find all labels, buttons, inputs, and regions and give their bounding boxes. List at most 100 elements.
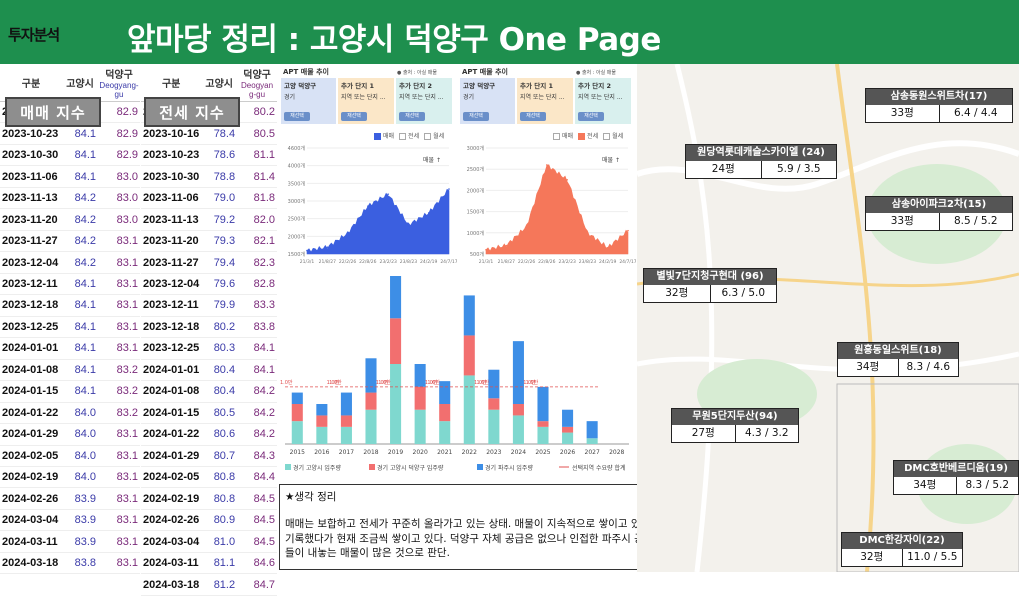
area-map[interactable]: 삼송동원스위트차(17) 33평 6.4 / 4.4 원당역롯데캐슬스카이엘 (24… xyxy=(637,64,1019,572)
table-row: 2023-10-30 78.8 81.4 xyxy=(141,165,277,188)
reselect-button[interactable]: 재선택 xyxy=(520,112,546,121)
index-cell: 83.0 xyxy=(98,187,140,210)
y-tick-label: 3000개 xyxy=(288,198,306,205)
reselect-button[interactable]: 재선택 xyxy=(341,112,367,121)
index-cell: 82.9 xyxy=(98,122,140,145)
date-cell: 2023-12-25 xyxy=(0,316,62,339)
complex-label[interactable]: 별빛7단지청구현대 (96) 32평 6.3 / 5.0 xyxy=(643,268,777,303)
bar-segment xyxy=(463,335,475,376)
y-tick-label: 2000개 xyxy=(288,233,306,240)
region-card[interactable]: 추가 단지 1 지역 또는 단지 ... 재선택 xyxy=(338,78,394,124)
complex-label[interactable]: 삼송동원스위트차(17) 33평 6.4 / 4.4 xyxy=(865,88,1013,123)
x-tick-label: 2019 xyxy=(388,449,403,456)
legend-item[interactable]: 전세 xyxy=(578,131,598,140)
x-tick-label: 2021 xyxy=(437,449,452,456)
index-cell: 83.0 xyxy=(98,208,140,231)
date-cell: 2024-01-22 xyxy=(141,423,202,446)
legend-label: 선택지역 수요량 합계 xyxy=(572,464,626,472)
bar-segment xyxy=(439,381,451,404)
legend-item[interactable]: 전세 xyxy=(399,131,419,140)
table-row: 2024-01-08 84.1 83.2 xyxy=(0,359,140,382)
date-cell: 2024-01-08 xyxy=(0,359,62,382)
region-card[interactable]: 추가 단지 2 지역 또는 단지 ... 재선택 xyxy=(396,78,452,124)
complex-label[interactable]: DMC한강자이(22) 32평 11.0 / 5.5 xyxy=(841,532,963,567)
bar-segment xyxy=(390,276,402,319)
complex-label[interactable]: 원흥동일스위트(18) 34평 8.3 / 4.6 xyxy=(837,342,959,377)
complex-price: 6.4 / 4.4 xyxy=(953,107,998,119)
index-cell: 83.1 xyxy=(98,487,140,510)
reselect-button[interactable]: 재선택 xyxy=(578,112,604,121)
index-cell: 82.9 xyxy=(98,101,140,124)
date-cell: 2023-11-27 xyxy=(0,230,62,253)
x-tick-label: 21/3/1 xyxy=(300,259,315,265)
index-cell: 84.2 xyxy=(62,187,98,210)
legend-item[interactable]: 월세 xyxy=(424,131,444,140)
x-tick-label: 2025 xyxy=(535,449,550,456)
bar-segment xyxy=(414,386,426,410)
reselect-button[interactable]: 재선택 xyxy=(463,112,489,121)
date-cell: 2023-11-06 xyxy=(141,187,202,210)
col-header: 구분 xyxy=(141,64,202,102)
data-label: 1.0만 xyxy=(280,379,293,386)
index-cell: 80.2 xyxy=(201,316,238,339)
legend-item[interactable]: 월세 xyxy=(603,131,623,140)
legend-label: 경기 고양시 덕양구 입주량 xyxy=(377,464,444,472)
region-card[interactable]: 추가 단지 1 지역 또는 단지 ... 재선택 xyxy=(517,78,573,124)
card-sub: 지역 또는 단지 ... xyxy=(520,94,565,101)
index-cell: 83.2 xyxy=(98,380,140,403)
table-row: 2023-11-06 79.0 81.8 xyxy=(141,187,277,210)
index-cell: 84.4 xyxy=(237,466,277,489)
date-cell: 2024-03-18 xyxy=(0,552,62,575)
index-cell: 83.9 xyxy=(62,509,98,532)
y-tick-label: 1500개 xyxy=(288,251,306,258)
complex-label[interactable]: 무원5단지두산(94) 27평 4.3 / 3.2 xyxy=(671,408,799,443)
bar-segment xyxy=(291,392,303,404)
reselect-button[interactable]: 재선택 xyxy=(399,112,425,121)
supply-bar-chart: 2015 2016 2017 2018 2019 2020 2021 2022 2023 2024… xyxy=(280,276,629,472)
y-tick-label: 4600개 xyxy=(288,145,306,152)
x-tick-label: 24/7/17 xyxy=(619,259,636,265)
data-label: 1.0만 xyxy=(425,379,438,386)
date-cell: 2023-10-30 xyxy=(0,144,62,167)
region-card[interactable]: 추가 단지 2 지역 또는 단지 ... 재선택 xyxy=(575,78,631,124)
date-cell: 2024-03-11 xyxy=(141,552,202,575)
reselect-button[interactable]: 재선택 xyxy=(284,112,310,121)
chart-legend: 매매 전세 월세 xyxy=(553,131,623,140)
x-tick-label: 24/7/17 xyxy=(440,259,457,265)
index-cell: 84.0 xyxy=(62,466,98,489)
legend-item[interactable]: 매매 xyxy=(374,131,394,140)
index-cell: 79.4 xyxy=(201,251,238,274)
complex-label[interactable]: 삼송아이파크2차(15) 33평 8.5 / 5.2 xyxy=(865,196,1013,231)
header-bar: 투자분석 앞마당 정리 : 고양시 덕양구 One Page xyxy=(0,0,1019,64)
date-cell: 2023-10-23 xyxy=(0,122,62,145)
index-cell: 84.1 xyxy=(62,165,98,188)
index-cell: 84.1 xyxy=(237,359,277,382)
index-cell: 84.1 xyxy=(62,122,98,145)
complex-price: 11.0 / 5.5 xyxy=(907,551,958,563)
complex-label[interactable]: 원당역롯데캐슬스카이엘 (24) 24평 5.9 / 3.5 xyxy=(685,144,837,179)
x-tick-label: 2016 xyxy=(314,449,329,456)
col-header: 구분 xyxy=(0,64,62,102)
date-cell: 2024-03-04 xyxy=(141,530,202,553)
region-card[interactable]: 고양 덕양구 경기 재선택 xyxy=(460,78,515,124)
index-cell: 84.7 xyxy=(237,573,277,596)
table-row: 2024-01-22 84.0 83.2 xyxy=(0,402,140,425)
index-cell: 80.8 xyxy=(201,487,238,510)
bar-segment xyxy=(512,415,524,444)
bar-segment xyxy=(390,364,402,444)
index-cell: 84.1 xyxy=(62,144,98,167)
x-tick-label: 2018 xyxy=(363,449,378,456)
date-cell: 2023-10-16 xyxy=(141,122,202,145)
legend-item[interactable]: 매매 xyxy=(553,131,573,140)
date-cell: 2023-10-30 xyxy=(141,165,202,188)
bar-segment xyxy=(562,432,574,444)
data-point xyxy=(448,188,450,190)
data-point xyxy=(505,244,508,247)
table-row: 2024-01-01 80.4 84.1 xyxy=(141,359,277,382)
panel-title: APT 매물 추이 xyxy=(283,68,329,76)
region-card[interactable]: 고양 덕양구 경기 재선택 xyxy=(281,78,336,124)
complex-label[interactable]: DMC호반베르디움(19) 34평 8.3 / 5.2 xyxy=(893,460,1019,495)
data-point xyxy=(525,225,528,228)
